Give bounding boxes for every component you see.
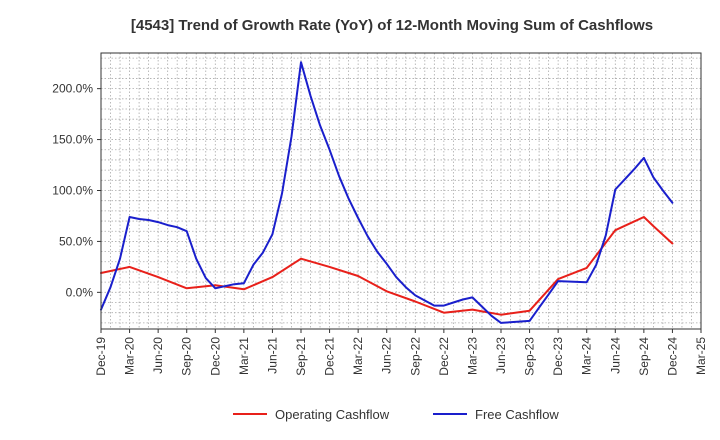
x-tick-label: Sep-24 bbox=[637, 337, 651, 376]
y-tick-label: 200.0% bbox=[52, 82, 93, 96]
x-tick-label: Sep-23 bbox=[523, 337, 537, 376]
y-axis-ticks: 0.0% 50.0% 100.0% 150.0% 200.0% bbox=[52, 82, 101, 299]
y-tick-label: 150.0% bbox=[52, 133, 93, 147]
plot-frame bbox=[100, 52, 702, 330]
x-tick-label: Dec-23 bbox=[551, 337, 565, 376]
x-axis-ticks: Dec-19 Mar-20 Jun-20 Sep-20 Dec-20 Mar-21 Jun-… bbox=[94, 329, 708, 376]
legend: Operating Cashflow Free Cashflow bbox=[233, 407, 559, 422]
x-tick-label: Sep-21 bbox=[294, 337, 308, 376]
x-tick-label: Jun-20 bbox=[151, 337, 165, 374]
x-tick-label: Dec-24 bbox=[665, 337, 679, 376]
x-tick-label: Jun-24 bbox=[608, 337, 622, 374]
x-tick-label: Mar-21 bbox=[237, 337, 251, 375]
y-tick-label: 50.0% bbox=[59, 234, 93, 248]
y-tick-label: 0.0% bbox=[66, 285, 94, 299]
series-line-free-cashflow bbox=[100, 61, 674, 324]
x-tick-label: Mar-20 bbox=[123, 337, 137, 375]
x-tick-label: Dec-22 bbox=[437, 337, 451, 376]
x-tick-label: Mar-22 bbox=[351, 337, 365, 375]
x-tick-label: Mar-23 bbox=[465, 337, 479, 375]
x-tick-label: Dec-21 bbox=[323, 337, 337, 376]
series-layer bbox=[100, 61, 674, 324]
x-tick-label: Mar-24 bbox=[580, 337, 594, 375]
legend-label: Operating Cashflow bbox=[275, 407, 390, 422]
x-tick-label: Sep-20 bbox=[180, 337, 194, 376]
legend-label: Free Cashflow bbox=[475, 407, 559, 422]
x-tick-label: Jun-21 bbox=[265, 337, 279, 374]
x-tick-label: Mar-25 bbox=[694, 337, 708, 375]
x-tick-label: Dec-19 bbox=[94, 337, 108, 376]
x-tick-label: Dec-20 bbox=[208, 337, 222, 376]
chart-title: [4543] Trend of Growth Rate (YoY) of 12-… bbox=[131, 17, 653, 34]
x-tick-label: Jun-22 bbox=[380, 337, 394, 374]
x-tick-label: Jun-23 bbox=[494, 337, 508, 374]
y-tick-label: 100.0% bbox=[52, 183, 93, 197]
x-tick-label: Sep-22 bbox=[408, 337, 422, 376]
